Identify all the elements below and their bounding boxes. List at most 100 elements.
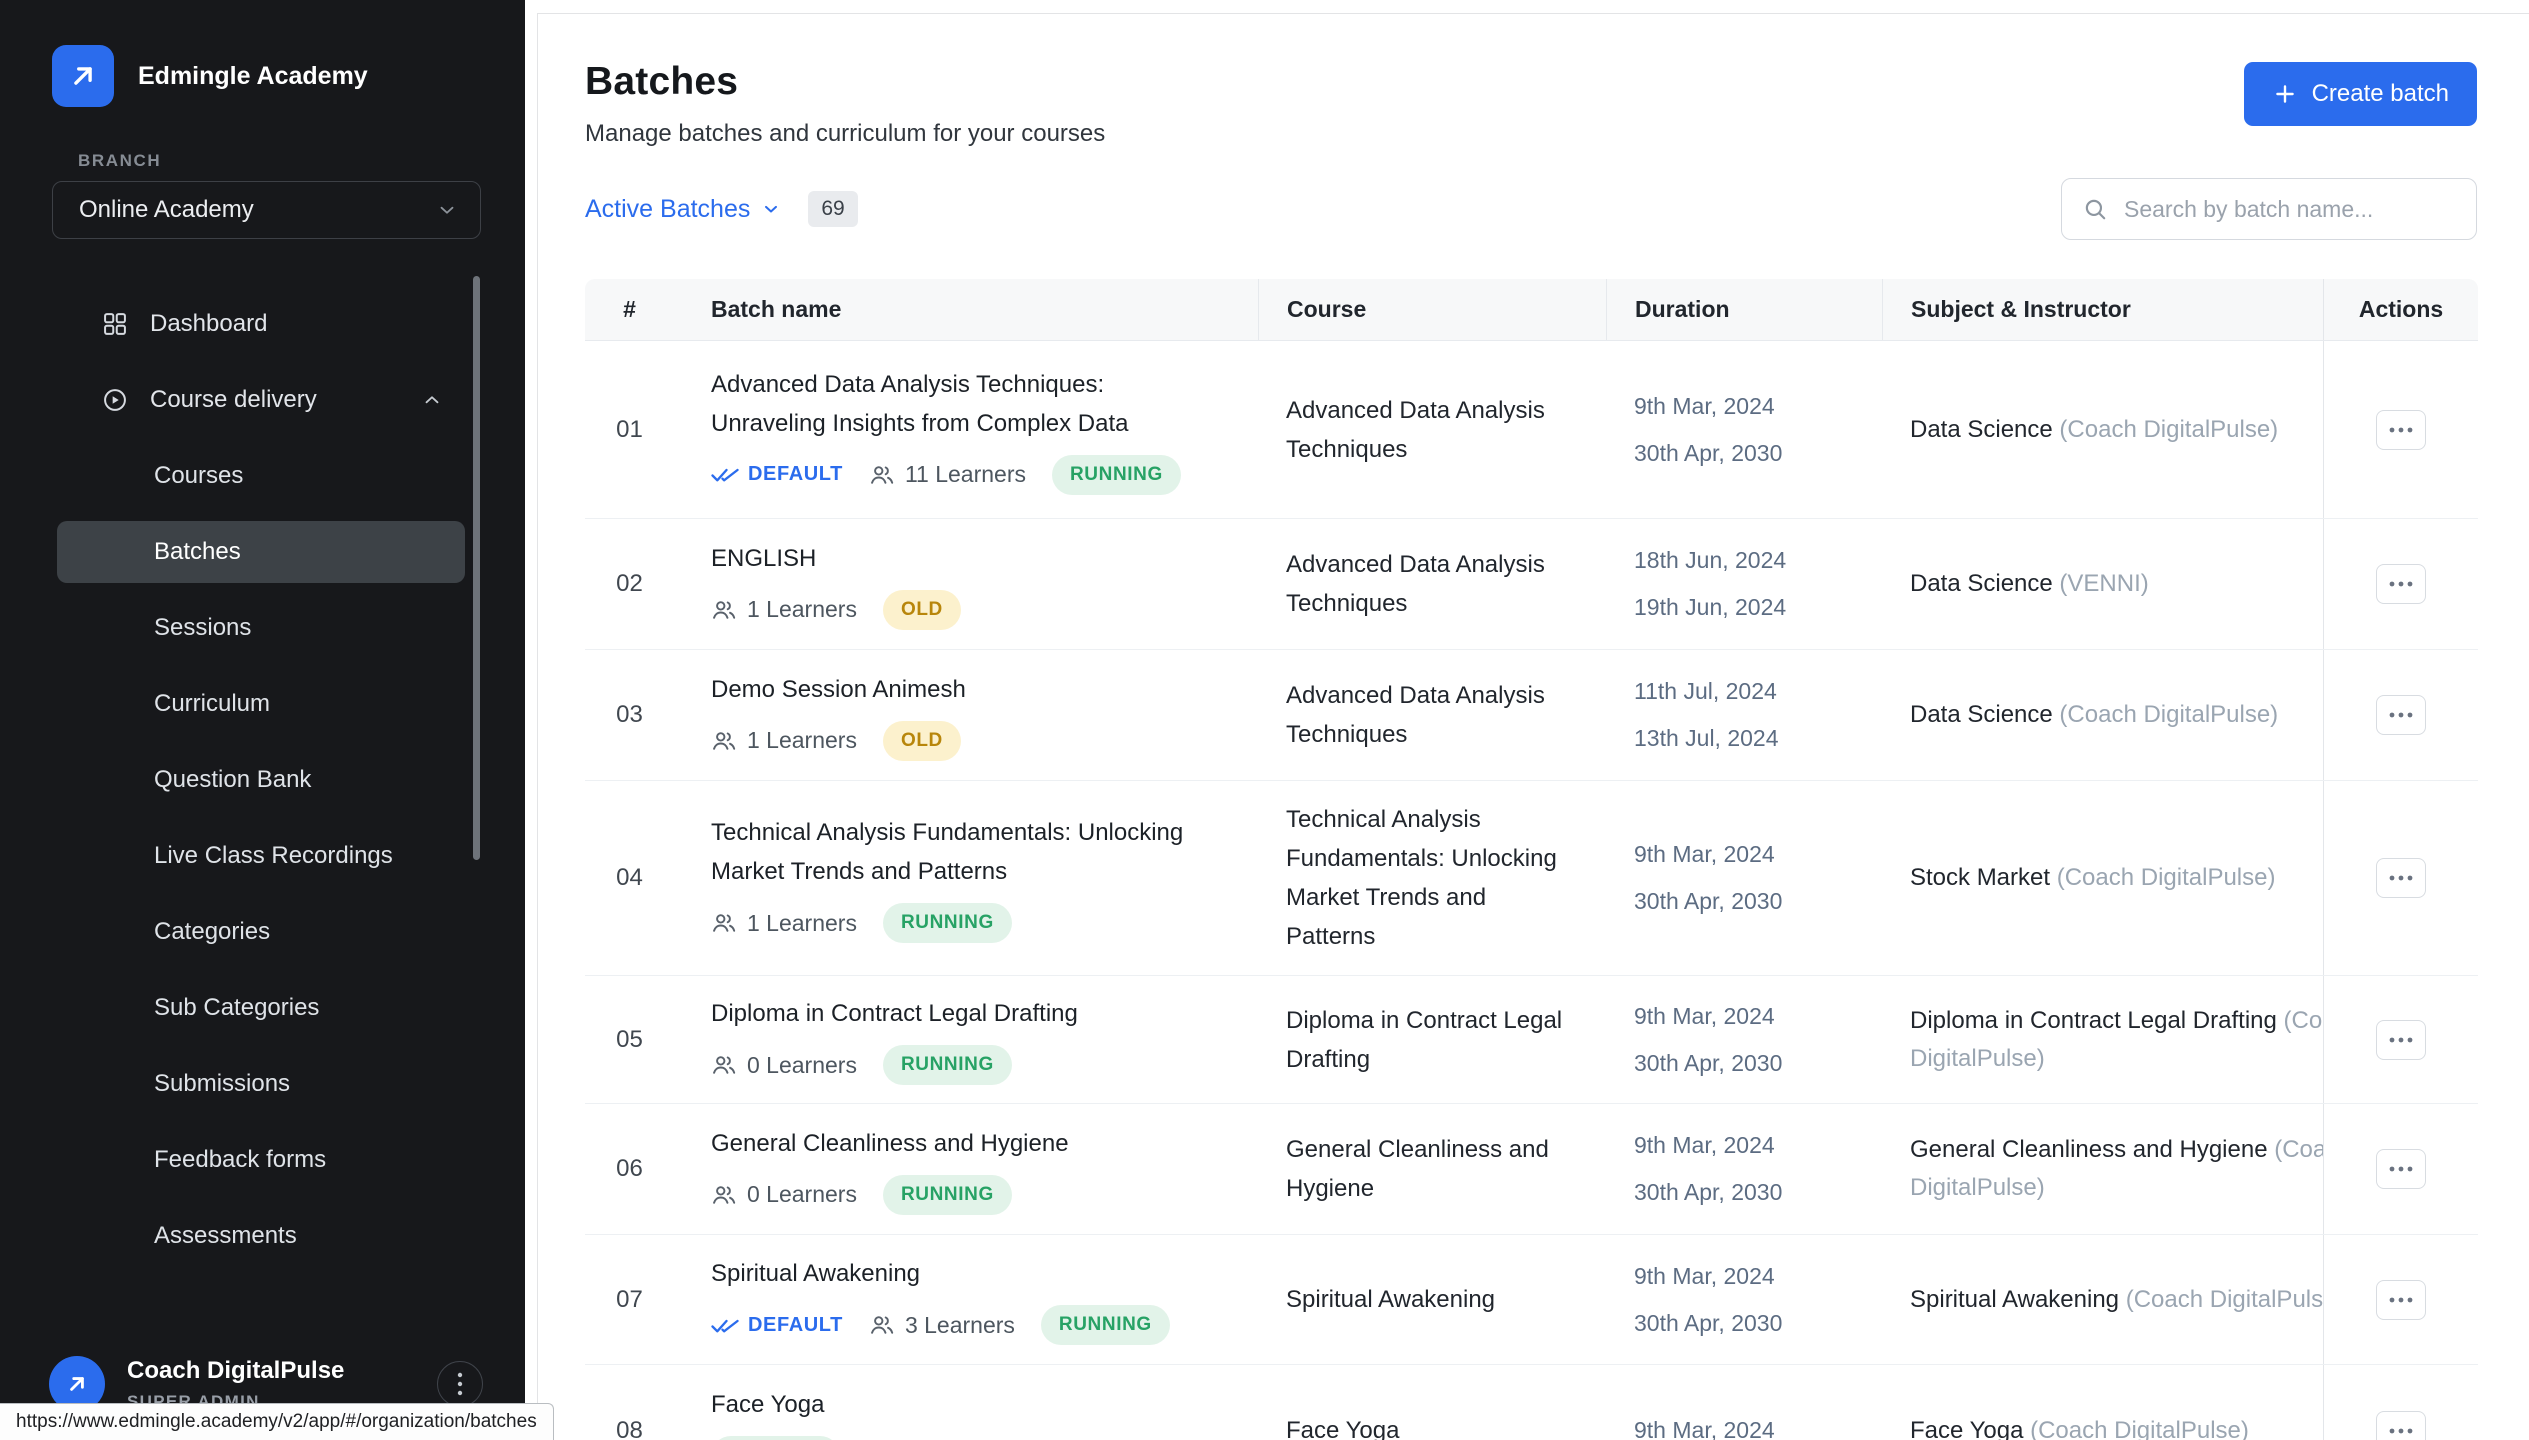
duration-cell: 9th Mar, 2024 30th Apr, 2030 xyxy=(1606,383,1882,477)
sidebar-item-submissions[interactable]: Submissions xyxy=(154,1070,291,1097)
course-line: Face Yoga xyxy=(1286,1417,1400,1440)
duration-date: 30th Apr, 2030 xyxy=(1634,1049,1783,1076)
row-index: 02 xyxy=(616,570,643,597)
ellipsis-icon xyxy=(2389,875,2413,881)
row-actions-button[interactable] xyxy=(2376,695,2426,735)
column-header-course: Course xyxy=(1258,279,1606,340)
sidebar-item-sessions[interactable]: Sessions xyxy=(154,614,252,641)
page-header: Batches Manage batches and curriculum fo… xyxy=(585,59,2477,149)
learners-label: 1 Learners xyxy=(747,909,857,936)
create-batch-label: Create batch xyxy=(2311,80,2449,107)
sidebar-item-live-class-recordings[interactable]: Live Class Recordings xyxy=(154,842,393,869)
subject-name: Data Science xyxy=(1910,415,2060,443)
ellipsis-icon xyxy=(2389,1037,2413,1043)
sidebar-submenu: Courses Batches Sessions Curriculum Question… xyxy=(57,445,465,1267)
row-actions-button[interactable] xyxy=(2376,1279,2426,1320)
batch-name-line: Technical Analysis Fundamentals: Unlocki… xyxy=(711,819,1184,846)
chevron-down-icon xyxy=(761,199,781,219)
sidebar-item-question-bank[interactable]: Question Bank xyxy=(154,766,312,793)
column-header-subject: Subject & Instructor xyxy=(1882,279,2478,340)
badge-row: 1 Learners OLD xyxy=(711,589,1258,630)
batch-name-cell: Spiritual Awakening DEFAULT 3 Learners RUNN… xyxy=(674,1254,1258,1345)
course-line: Hygiene xyxy=(1286,1175,1375,1202)
ellipsis-icon xyxy=(2389,1428,2413,1434)
learners-count: 0 Learners xyxy=(711,1052,857,1079)
learners-label: 0 Learners xyxy=(747,1181,857,1207)
course-line: Techniques xyxy=(1286,721,1408,748)
duration-date: 9th Mar, 2024 xyxy=(1634,1417,1775,1440)
sidebar-item-batches[interactable]: Batches xyxy=(57,521,465,583)
learners-count: 1 Learners xyxy=(711,910,857,937)
dots-vertical-icon xyxy=(457,1371,463,1397)
course-cell: General Cleanliness and Hygiene xyxy=(1258,1130,1606,1208)
table-row: 06 General Cleanliness and Hygiene 0 Learn… xyxy=(585,1104,2478,1235)
sidebar-item-assessments[interactable]: Assessments xyxy=(154,1222,297,1249)
ellipsis-icon xyxy=(2389,1166,2413,1172)
row-index: 01 xyxy=(616,415,643,443)
sidebar-item-label: Course delivery xyxy=(150,386,317,413)
table-body: 01 Advanced Data Analysis Techniques: Unra… xyxy=(585,341,2478,1440)
duration-date: 19th Jun, 2024 xyxy=(1634,594,1787,620)
row-actions-button[interactable] xyxy=(2376,409,2426,450)
search-input[interactable] xyxy=(2122,194,2456,224)
ellipsis-icon xyxy=(2389,1297,2413,1303)
sidebar-item-course-delivery[interactable]: Course delivery xyxy=(57,369,465,431)
learners-icon xyxy=(711,728,737,754)
batches-table: # Batch name Course Duration Subject & I… xyxy=(585,279,2478,1440)
badge-row: DEFAULT 11 Learners RUNNING xyxy=(711,454,1258,495)
branch-select[interactable]: Online Academy xyxy=(52,181,481,239)
row-actions-button[interactable] xyxy=(2376,858,2426,898)
status-badge: RUNNING xyxy=(1040,1305,1170,1345)
table-row: 05 Diploma in Contract Legal Drafting 0 Le… xyxy=(585,976,2478,1104)
sidebar-item-categories[interactable]: Categories xyxy=(154,918,271,945)
instructor-name: (Coach DigitalPulse) xyxy=(2059,415,2279,443)
status-badge: RUNNING xyxy=(711,1436,840,1440)
sidebar-item-feedback-forms[interactable]: Feedback forms xyxy=(154,1146,327,1173)
subject-cell: Stock Market (Coach DigitalPulse) xyxy=(1882,859,2478,897)
batch-filter-dropdown[interactable]: Active Batches xyxy=(585,195,781,224)
ellipsis-icon xyxy=(2389,581,2413,587)
row-actions-button[interactable] xyxy=(2376,564,2426,604)
user-profile: Coach DigitalPulse SUPER ADMIN xyxy=(0,1356,525,1412)
default-badge-label: DEFAULT xyxy=(748,1313,843,1336)
sidebar-item-curriculum[interactable]: Curriculum xyxy=(154,690,271,717)
duration-date: 18th Jun, 2024 xyxy=(1634,547,1787,573)
badge-row: 1 Learners RUNNING xyxy=(711,903,1258,943)
table-header: # Batch name Course Duration Subject & I… xyxy=(585,279,2478,341)
row-actions-button[interactable] xyxy=(2376,1149,2426,1189)
column-header-batch-name: Batch name xyxy=(711,296,842,322)
column-header-duration: Duration xyxy=(1606,279,1882,340)
row-actions-button[interactable] xyxy=(2376,1019,2426,1060)
table-row: 08 Face Yoga RUNNING Face Yoga 9th Mar, 2024… xyxy=(585,1365,2478,1440)
default-badge-label: DEFAULT xyxy=(748,463,843,485)
chevron-up-icon xyxy=(421,389,443,411)
duration-cell: 9th Mar, 2024 30th Apr, 2030 xyxy=(1606,1253,1882,1347)
row-actions-button[interactable] xyxy=(2376,1410,2426,1440)
page-subtitle: Manage batches and curriculum for your c… xyxy=(585,120,1106,147)
batch-name-cell: ENGLISH 1 Learners OLD xyxy=(674,539,1258,630)
row-index: 03 xyxy=(616,701,643,728)
sidebar-item-sub-categories[interactable]: Sub Categories xyxy=(154,994,320,1021)
sidebar-item-dashboard[interactable]: Dashboard xyxy=(57,293,465,355)
learners-label: 1 Learners xyxy=(747,596,857,622)
subject-cell: Diploma in Contract Legal Drafting (Coac… xyxy=(1882,1002,2478,1078)
sidebar-item-courses[interactable]: Courses xyxy=(154,462,244,489)
duration-date: 30th Apr, 2030 xyxy=(1634,1309,1783,1336)
instructor-name: (Coach DigitalPulse) xyxy=(2059,701,2279,728)
batch-name-line: Diploma in Contract Legal Drafting xyxy=(711,1000,1078,1027)
instructor-name: (Coach DigitalPulse) xyxy=(2030,1416,2249,1440)
sidebar-scrollbar[interactable] xyxy=(473,276,480,860)
learners-label: 3 Learners xyxy=(904,1311,1015,1338)
batch-name-cell: Demo Session Animesh 1 Learners OLD xyxy=(674,670,1258,761)
column-header-index: # xyxy=(623,296,636,322)
course-line: Techniques xyxy=(1286,590,1408,617)
learners-label: 11 Learners xyxy=(904,461,1026,487)
batch-name-line: Demo Session Animesh xyxy=(711,675,966,703)
brand: Edmingle Academy xyxy=(0,0,525,107)
subject-cell: Data Science (Coach DigitalPulse) xyxy=(1882,696,2478,734)
create-batch-button[interactable]: Create batch xyxy=(2243,62,2477,126)
subject-cell: Spiritual Awakening (Coach DigitalPulse) xyxy=(1882,1281,2478,1319)
learners-icon xyxy=(869,462,895,488)
batch-name-line: Advanced Data Analysis Techniques: xyxy=(711,370,1105,398)
user-options-button[interactable] xyxy=(437,1361,483,1407)
